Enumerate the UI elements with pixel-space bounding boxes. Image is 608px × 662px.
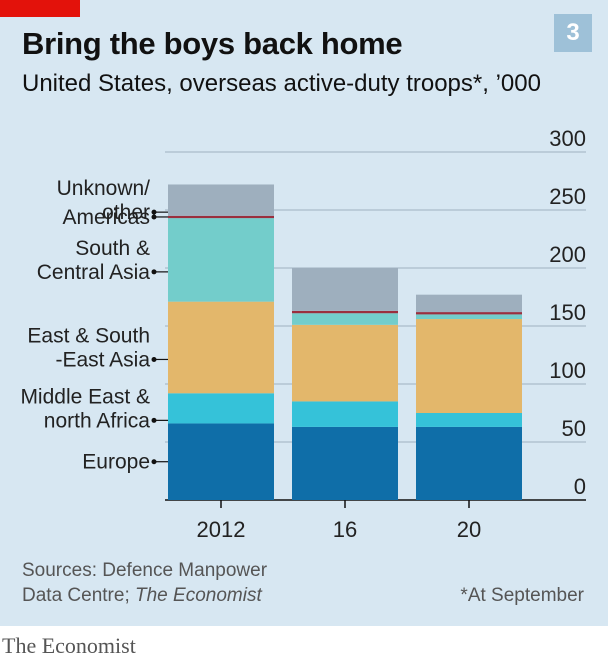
- legend-label: north Africa: [44, 409, 151, 432]
- legend-label: Europe: [82, 451, 150, 474]
- sources-line-2-text: Data Centre;: [22, 585, 135, 606]
- bar-segment: [416, 413, 522, 427]
- bar-segment: [416, 426, 522, 500]
- bar-segment: [292, 268, 398, 311]
- chart-subtitle: United States, overseas active-duty troo…: [22, 70, 541, 97]
- bar-segment: [168, 423, 274, 500]
- legend-label: Middle East &: [20, 385, 150, 408]
- bar-segment: [416, 319, 522, 413]
- bar-segment: [168, 184, 274, 216]
- chart-number-badge: 3: [554, 14, 592, 52]
- bar-segment: [416, 312, 522, 315]
- bar-segment: [292, 401, 398, 427]
- legend-label: East & South: [27, 324, 150, 347]
- stacked-bar-chart: 0 50 100 150 200 250 300 2012 16 20 Europe Middle E…: [20, 126, 586, 542]
- legend-dot: [151, 214, 157, 220]
- y-tick-label: 300: [549, 126, 586, 151]
- bar-segment: [292, 324, 398, 402]
- y-tick-label: 50: [562, 416, 586, 441]
- bar-segment: [168, 301, 274, 394]
- bar-segment: [168, 218, 274, 302]
- x-tick-label: 16: [333, 517, 357, 542]
- legend-label: Americas: [62, 206, 150, 229]
- x-tick-label: 2012: [197, 517, 246, 542]
- y-tick-label: 100: [549, 358, 586, 383]
- bar-segment: [168, 393, 274, 424]
- bar-segment: [292, 313, 398, 325]
- legend-label: other: [102, 201, 150, 224]
- legend-label: Unknown/: [57, 177, 151, 200]
- y-tick-label: 250: [549, 184, 586, 209]
- legend-dot: [151, 417, 157, 423]
- legend-label: Central Asia: [37, 261, 151, 284]
- legend-dot: [151, 269, 157, 275]
- bar-segment: [168, 215, 274, 219]
- bar-segment: [416, 294, 522, 313]
- legend-dot: [151, 209, 157, 215]
- y-tick-label: 200: [549, 242, 586, 267]
- y-tick-label: 0: [574, 474, 586, 499]
- chart-title: Bring the boys back home: [22, 26, 403, 61]
- y-tick-label: 150: [549, 300, 586, 325]
- bar-segment: [292, 310, 398, 314]
- legend-label: -East Asia: [55, 348, 150, 371]
- legend-dot: [151, 459, 157, 465]
- brand-wordmark: The Economist: [2, 633, 136, 658]
- sources-italic: The Economist: [135, 585, 262, 606]
- bar-segment: [292, 426, 398, 500]
- legend-dot: [151, 356, 157, 362]
- sources-line-1: Sources: Defence Manpower: [22, 560, 268, 581]
- brand-red-tag: [0, 0, 80, 17]
- chart-card: Bring the boys back home United States, …: [0, 0, 608, 626]
- legend-label: South &: [75, 237, 150, 260]
- x-tick-label: 20: [457, 517, 481, 542]
- sources-line-2: Data Centre; The Economist: [22, 585, 262, 607]
- bar-segment: [416, 314, 522, 320]
- footnote: *At September: [460, 585, 584, 606]
